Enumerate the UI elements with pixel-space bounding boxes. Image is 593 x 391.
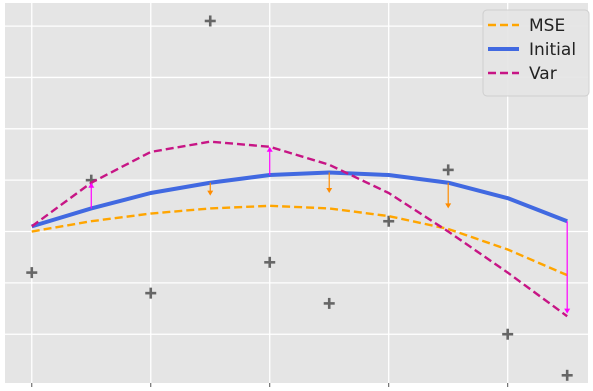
observation-point: [145, 287, 157, 299]
observation-markers: [26, 15, 573, 381]
observation-point: [26, 267, 38, 279]
observation-point: [383, 215, 395, 227]
legend-item-initial: Initial: [488, 40, 576, 60]
observation-point: [264, 256, 276, 268]
shift-arrow-head: [88, 182, 95, 188]
series-line-var: [31, 140, 568, 318]
shift-arrow-head: [207, 190, 214, 196]
legend-box: [482, 9, 590, 97]
shift-arrow: [326, 172, 333, 193]
legend-item-mse: MSE: [488, 16, 565, 36]
observation-point: [442, 164, 454, 176]
legend-label: Initial: [529, 40, 576, 60]
x-axis-ticks: [31, 383, 509, 387]
observation-point: [561, 369, 573, 381]
shift-arrow: [564, 221, 571, 314]
observation-point: [323, 297, 335, 309]
shift-arrow: [207, 182, 214, 196]
legend-label: Var: [529, 64, 557, 84]
shift-arrow-head: [326, 188, 333, 193]
series-group: [31, 140, 568, 318]
legend-item-var: Var: [488, 64, 557, 84]
series-line-mse: [31, 204, 568, 277]
shift-arrows: [88, 146, 571, 314]
legend-label: MSE: [529, 16, 565, 36]
legend: MSE Initial Var: [482, 9, 590, 97]
shift-arrow-head: [564, 308, 571, 314]
shift-arrow: [445, 182, 452, 209]
series-line-initial: [31, 170, 568, 229]
shift-arrow-head: [266, 146, 273, 152]
observation-point: [204, 15, 216, 27]
shift-arrow-head: [445, 203, 452, 209]
shift-arrow: [266, 146, 273, 176]
observation-point: [502, 328, 514, 340]
shift-arrow: [88, 182, 95, 209]
